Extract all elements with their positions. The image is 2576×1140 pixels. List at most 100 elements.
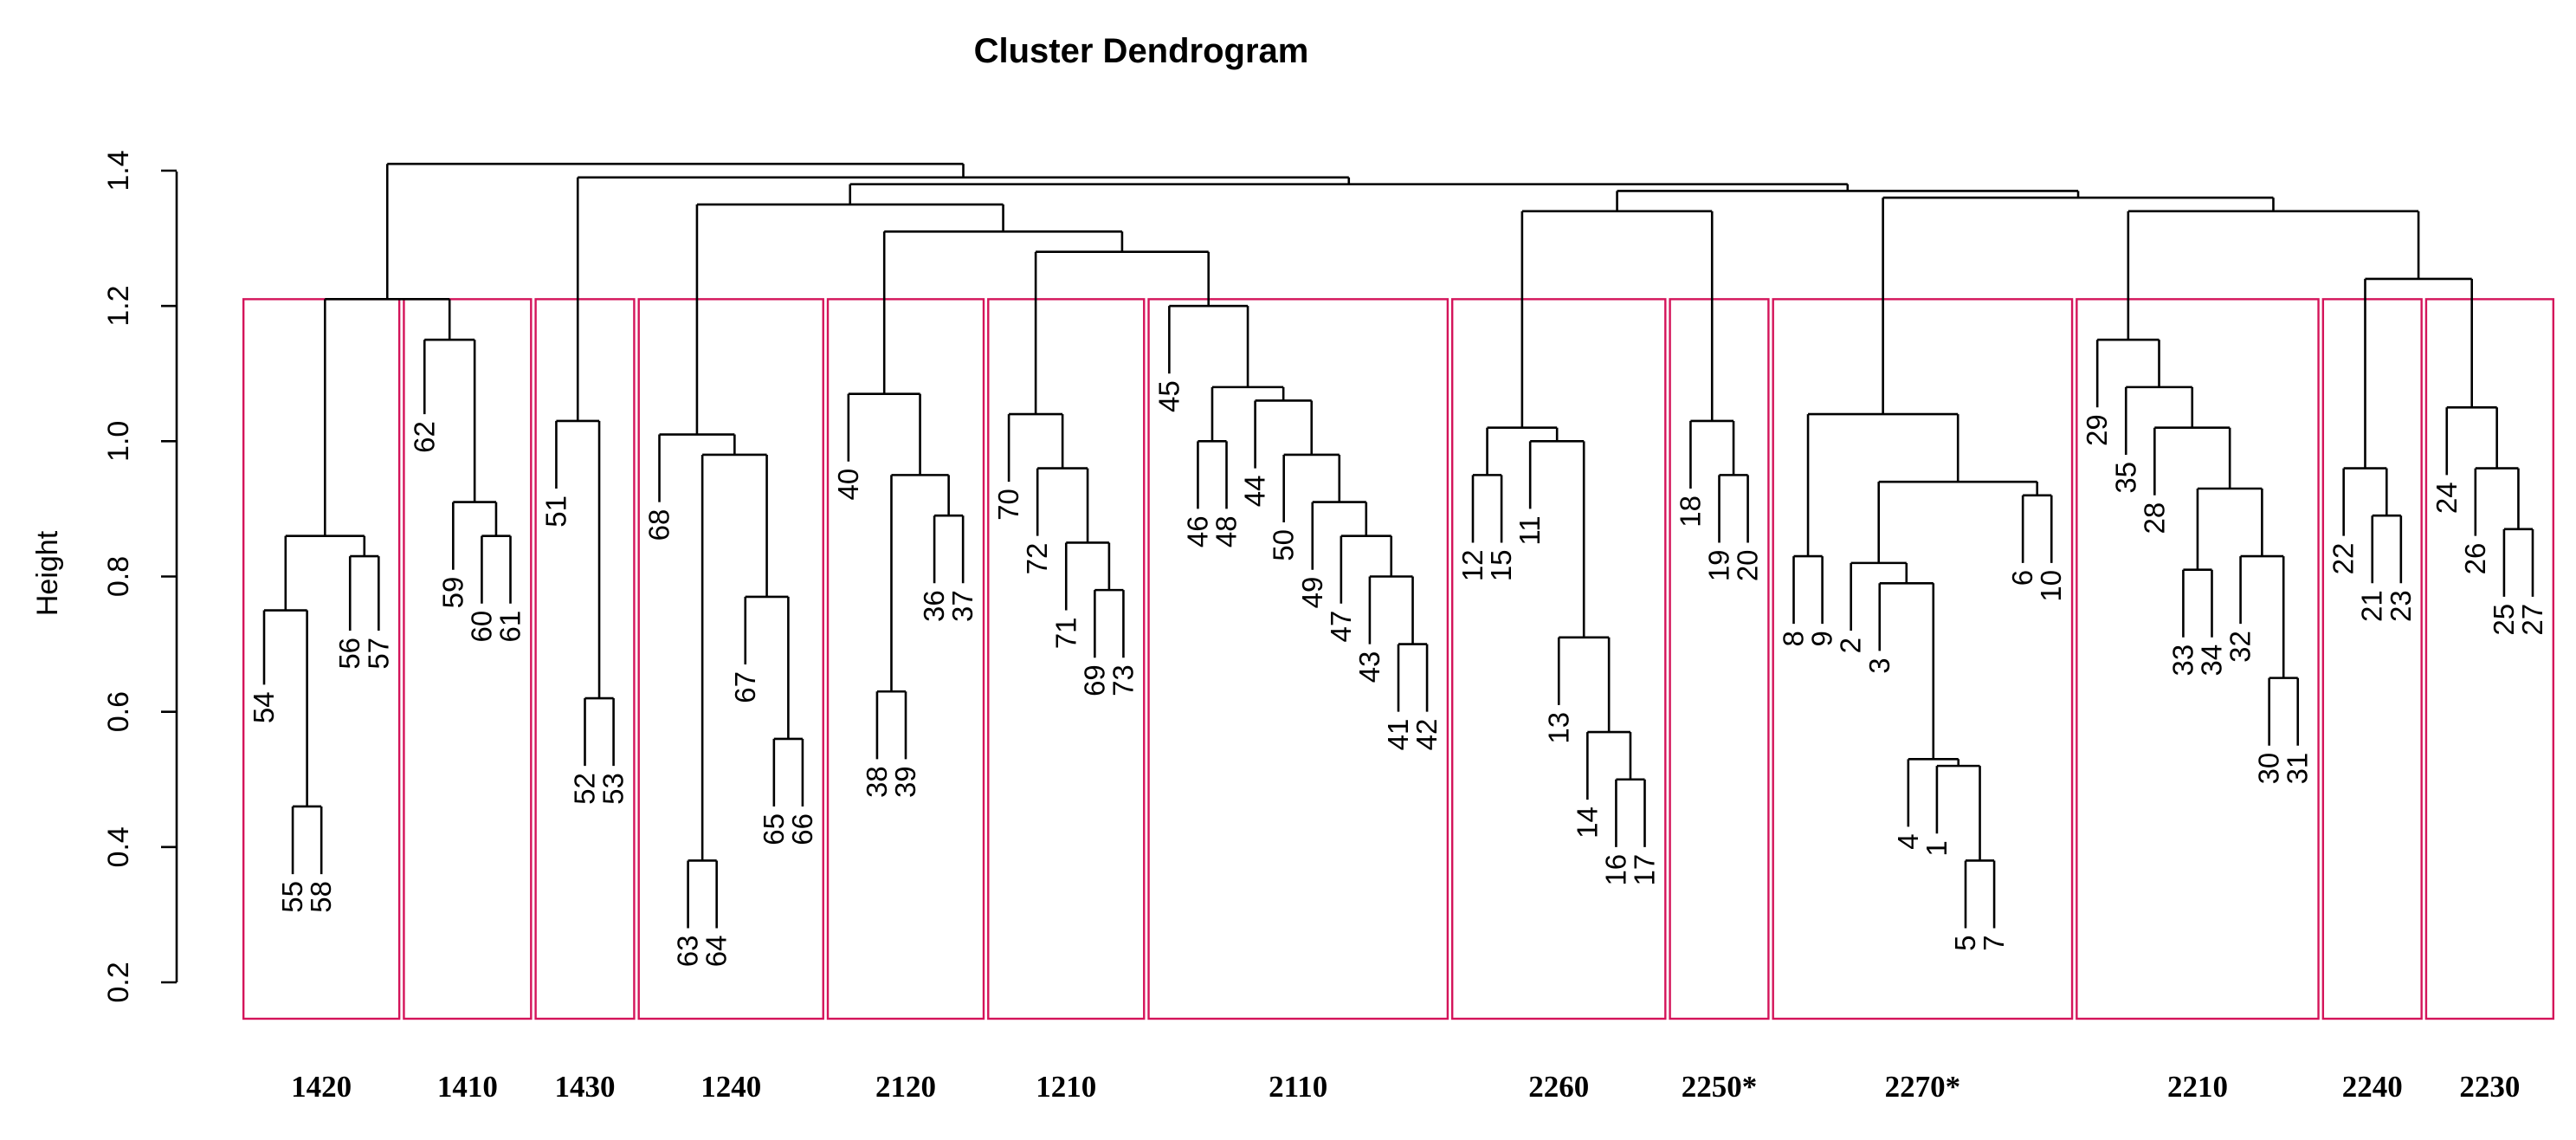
group-box bbox=[1450, 298, 1667, 1020]
leaf-label: 43 bbox=[1353, 651, 1385, 683]
y-tick-label: 1.0 bbox=[102, 421, 135, 462]
leaf-label: 48 bbox=[1211, 515, 1243, 547]
leaf-label: 6 bbox=[2006, 570, 2038, 586]
leaf-label: 73 bbox=[1107, 664, 1139, 696]
leaf-label: 36 bbox=[918, 590, 950, 622]
leaf-label: 53 bbox=[597, 773, 629, 805]
leaf-label: 22 bbox=[2327, 543, 2360, 575]
leaf-label: 24 bbox=[2431, 482, 2463, 514]
dendrogram-branches bbox=[262, 162, 2534, 929]
leaf-label: 10 bbox=[2035, 570, 2067, 602]
group-label: 2110 bbox=[1269, 1070, 1327, 1104]
leaf-label: 60 bbox=[465, 611, 497, 643]
y-axis-label: Height bbox=[31, 530, 64, 616]
leaf-label: 44 bbox=[1239, 476, 1271, 508]
leaf-label: 58 bbox=[305, 881, 337, 913]
leaf-label: 54 bbox=[248, 691, 280, 723]
leaf-label: 11 bbox=[1514, 515, 1546, 545]
leaf-label: 28 bbox=[2138, 502, 2170, 534]
group-box bbox=[1669, 298, 1770, 1020]
leaf-label: 39 bbox=[889, 766, 921, 798]
group-label: 1210 bbox=[1036, 1070, 1096, 1104]
leaf-label: 30 bbox=[2253, 753, 2285, 785]
leaf-label: 2 bbox=[1835, 638, 1867, 653]
leaf-label: 72 bbox=[1021, 543, 1053, 575]
group-boxes bbox=[242, 298, 2555, 1020]
leaf-label: 56 bbox=[333, 638, 365, 670]
leaf-label: 14 bbox=[1571, 806, 1603, 839]
group-box bbox=[242, 298, 401, 1020]
leaf-label: 3 bbox=[1863, 657, 1895, 673]
leaf-label: 31 bbox=[2282, 753, 2314, 785]
leaf-label: 7 bbox=[1978, 936, 2010, 951]
group-label: 2240 bbox=[2342, 1070, 2403, 1104]
group-label: 2270* bbox=[1885, 1070, 1961, 1104]
leaf-label: 12 bbox=[1456, 549, 1488, 581]
leaf-label: 63 bbox=[672, 936, 704, 968]
leaf-label: 64 bbox=[700, 936, 733, 968]
leaf-label: 47 bbox=[1325, 611, 1357, 643]
leaf-label: 50 bbox=[1268, 529, 1300, 561]
group-label: 2260 bbox=[1528, 1070, 1589, 1104]
group-box bbox=[1772, 298, 2074, 1020]
group-label: 1410 bbox=[437, 1070, 498, 1104]
leaf-label: 37 bbox=[946, 590, 978, 622]
leaf-label: 9 bbox=[1806, 631, 1838, 646]
leaf-label: 4 bbox=[1892, 833, 1924, 849]
leaf-label: 59 bbox=[436, 577, 468, 609]
leaf-label: 49 bbox=[1296, 577, 1328, 609]
leaf-label: 25 bbox=[2488, 604, 2520, 636]
group-box bbox=[826, 298, 985, 1020]
leaf-label: 16 bbox=[1599, 854, 1631, 886]
leaf-label: 23 bbox=[2385, 590, 2417, 622]
leaf-label: 71 bbox=[1049, 618, 1081, 650]
group-label: 1430 bbox=[555, 1070, 616, 1104]
group-label: 1420 bbox=[291, 1070, 352, 1104]
group-box bbox=[987, 298, 1146, 1020]
group-label: 2210 bbox=[2167, 1070, 2228, 1104]
leaf-labels: 5455585657625960615152536863646765664038… bbox=[248, 380, 2548, 967]
group-labels: 1420 1410 1430 1240 2120 1210 2110 2260 2250* 227… bbox=[291, 1070, 2520, 1104]
leaf-label: 61 bbox=[494, 611, 526, 643]
leaf-label: 62 bbox=[408, 421, 440, 453]
leaf-label: 21 bbox=[2356, 590, 2388, 622]
group-box bbox=[2424, 298, 2555, 1020]
leaf-label: 41 bbox=[1382, 719, 1414, 751]
leaf-label: 26 bbox=[2459, 543, 2491, 575]
leaf-label: 38 bbox=[861, 766, 893, 798]
group-box bbox=[637, 298, 824, 1020]
leaf-label: 29 bbox=[2081, 414, 2113, 446]
y-tick-label: 0.6 bbox=[102, 691, 135, 732]
leaf-label: 32 bbox=[2224, 631, 2256, 663]
leaf-label: 40 bbox=[832, 469, 864, 501]
leaf-label: 8 bbox=[1778, 631, 1810, 646]
leaf-label: 57 bbox=[362, 638, 394, 670]
leaf-label: 1 bbox=[1921, 840, 1953, 856]
leaf-label: 66 bbox=[786, 813, 818, 845]
leaf-label: 42 bbox=[1411, 719, 1443, 751]
group-box bbox=[403, 298, 533, 1020]
y-tick-label: 0.8 bbox=[102, 556, 135, 597]
group-box bbox=[1147, 298, 1449, 1020]
leaf-label: 34 bbox=[2195, 644, 2227, 677]
leaf-label: 67 bbox=[729, 671, 761, 703]
y-tick-label: 0.4 bbox=[102, 826, 135, 867]
group-label: 1240 bbox=[700, 1070, 761, 1104]
leaf-label: 55 bbox=[276, 881, 308, 913]
y-axis: 0.2 0.4 0.6 0.8 1.0 1.2 1.4 bbox=[102, 150, 178, 1003]
group-label: 2120 bbox=[875, 1070, 936, 1104]
y-tick-label: 0.2 bbox=[102, 962, 135, 1002]
chart-title: Cluster Dendrogram bbox=[974, 32, 1309, 70]
leaf-label: 17 bbox=[1628, 854, 1660, 886]
group-box bbox=[534, 298, 636, 1020]
leaf-label: 68 bbox=[643, 509, 675, 541]
group-box bbox=[2321, 298, 2423, 1020]
leaf-label: 65 bbox=[758, 813, 790, 845]
leaf-label: 70 bbox=[992, 489, 1024, 521]
leaf-label: 69 bbox=[1078, 664, 1110, 696]
leaf-label: 52 bbox=[569, 773, 601, 805]
group-box bbox=[2076, 298, 2320, 1020]
y-tick-label: 1.2 bbox=[102, 286, 135, 327]
leaf-label: 33 bbox=[2166, 644, 2198, 677]
